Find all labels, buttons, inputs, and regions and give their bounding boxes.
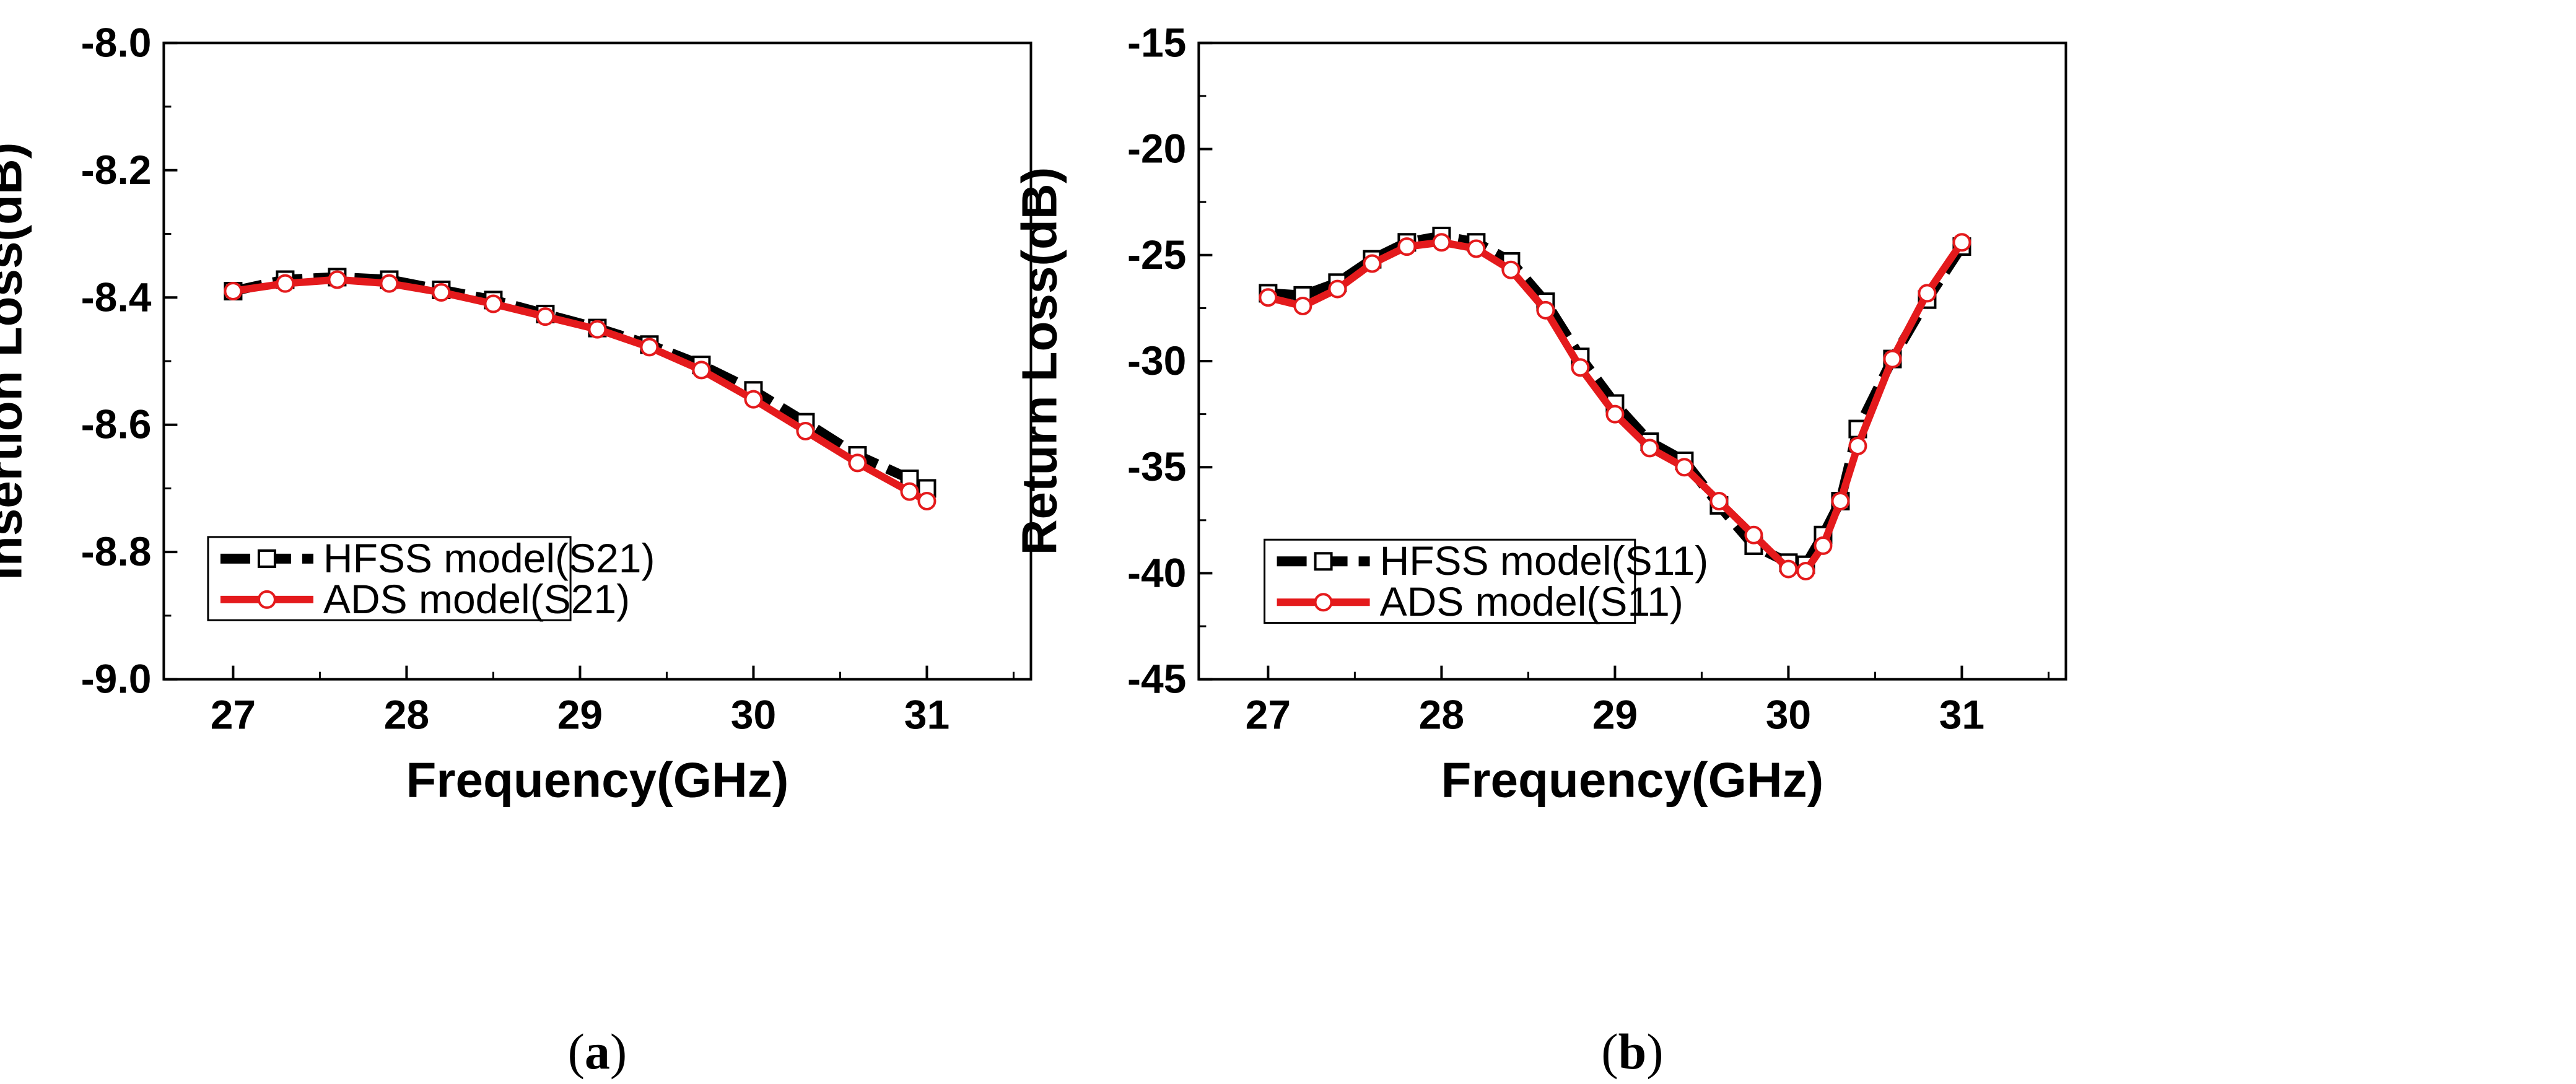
data-point bbox=[1259, 288, 1278, 307]
data-point bbox=[1501, 260, 1521, 279]
x-tick-label: 28 bbox=[384, 692, 429, 738]
x-tick-label: 30 bbox=[731, 692, 776, 738]
data-point bbox=[1744, 525, 1763, 544]
series-hfss bbox=[1259, 226, 1971, 574]
data-point bbox=[432, 283, 451, 302]
legend: HFSS model(S11)ADS model(S11) bbox=[1264, 538, 1709, 624]
x-tick-label: 29 bbox=[557, 692, 603, 738]
x-tick-label: 30 bbox=[1766, 692, 1811, 738]
legend-label: HFSS model(S11) bbox=[1380, 538, 1709, 584]
data-point bbox=[1675, 458, 1694, 477]
data-point bbox=[224, 281, 243, 300]
y-tick-label: -8.6 bbox=[81, 401, 152, 447]
x-tick-label: 27 bbox=[211, 692, 256, 738]
legend-swatch-marker bbox=[257, 549, 276, 568]
series-hfss bbox=[224, 268, 937, 498]
data-point bbox=[640, 338, 659, 357]
data-point bbox=[900, 482, 919, 501]
data-point bbox=[692, 361, 711, 380]
data-point bbox=[796, 421, 815, 440]
data-point bbox=[380, 274, 399, 293]
data-point bbox=[1709, 492, 1729, 511]
y-tick-label: -8.2 bbox=[81, 147, 152, 193]
data-point bbox=[1605, 404, 1625, 424]
x-axis-label: Frequency(GHz) bbox=[406, 753, 789, 808]
panel-caption: (a) bbox=[568, 1023, 627, 1080]
x-tick-label: 31 bbox=[1939, 692, 1984, 738]
data-point bbox=[328, 270, 347, 289]
y-tick-label: -35 bbox=[1127, 444, 1186, 489]
series-ads bbox=[224, 270, 937, 511]
y-tick-label: -8.8 bbox=[81, 528, 152, 574]
x-tick-label: 31 bbox=[904, 692, 950, 738]
data-point bbox=[1779, 559, 1798, 579]
data-point bbox=[1397, 237, 1417, 256]
legend-label: HFSS model(S21) bbox=[323, 535, 655, 581]
data-point bbox=[1796, 562, 1815, 581]
y-tick-label: -30 bbox=[1127, 338, 1186, 383]
data-point bbox=[1640, 439, 1659, 458]
data-point bbox=[536, 307, 555, 326]
data-point bbox=[1467, 239, 1486, 258]
y-tick-label: -8.0 bbox=[81, 19, 152, 65]
data-point bbox=[276, 274, 295, 293]
data-point bbox=[1293, 296, 1312, 315]
data-point bbox=[588, 320, 607, 339]
data-point bbox=[1432, 233, 1451, 252]
y-tick-label: -45 bbox=[1127, 656, 1186, 702]
data-point bbox=[848, 453, 867, 473]
data-point bbox=[1536, 300, 1555, 320]
y-tick-label: -40 bbox=[1127, 549, 1186, 595]
legend-swatch-marker bbox=[257, 590, 276, 609]
data-point bbox=[1363, 254, 1382, 273]
x-tick-label: 28 bbox=[1419, 692, 1464, 738]
data-point bbox=[1328, 279, 1347, 299]
legend-swatch-marker bbox=[1314, 552, 1333, 571]
data-point bbox=[917, 492, 937, 511]
legend: HFSS model(S21)ADS model(S21) bbox=[207, 535, 655, 622]
data-point bbox=[1831, 492, 1850, 511]
y-tick-label: -15 bbox=[1127, 19, 1186, 65]
data-point bbox=[1883, 349, 1902, 369]
y-axis-label: Insertion Loss(dB) bbox=[0, 142, 32, 580]
x-axis-label: Frequency(GHz) bbox=[1441, 753, 1823, 808]
panel-caption: (b) bbox=[1601, 1023, 1663, 1080]
x-tick-label: 29 bbox=[1592, 692, 1638, 738]
y-tick-label: -20 bbox=[1127, 126, 1186, 172]
legend-label: ADS model(S11) bbox=[1380, 579, 1683, 624]
data-point bbox=[484, 294, 503, 313]
series-line bbox=[232, 272, 930, 493]
legend-label: ADS model(S21) bbox=[323, 576, 630, 622]
data-point bbox=[744, 390, 763, 409]
legend-swatch-marker bbox=[1314, 593, 1333, 612]
x-tick-label: 27 bbox=[1246, 692, 1291, 738]
chart-panel-a: -9.0 -8.8 -8.6 -8.4 -8.2 -8.0 27 28 29 30 31 Freque… bbox=[0, 19, 1033, 1080]
y-tick-label: -9.0 bbox=[81, 656, 152, 702]
chart-panel-b: -45 -40 -35 -30 -25 -20 -15 27 28 29 30 31 Frequency… bbox=[1011, 19, 2067, 1080]
y-tick-label: -8.4 bbox=[81, 274, 152, 320]
data-point bbox=[1571, 358, 1590, 377]
y-tick-label: -25 bbox=[1127, 232, 1186, 278]
series-ads bbox=[1259, 233, 1971, 581]
data-point bbox=[1952, 233, 1971, 252]
series-line bbox=[232, 276, 929, 505]
data-point bbox=[1814, 536, 1833, 555]
y-axis-label: Return Loss(dB) bbox=[1011, 167, 1067, 556]
data-point bbox=[1918, 284, 1937, 303]
data-point bbox=[1848, 436, 1867, 455]
